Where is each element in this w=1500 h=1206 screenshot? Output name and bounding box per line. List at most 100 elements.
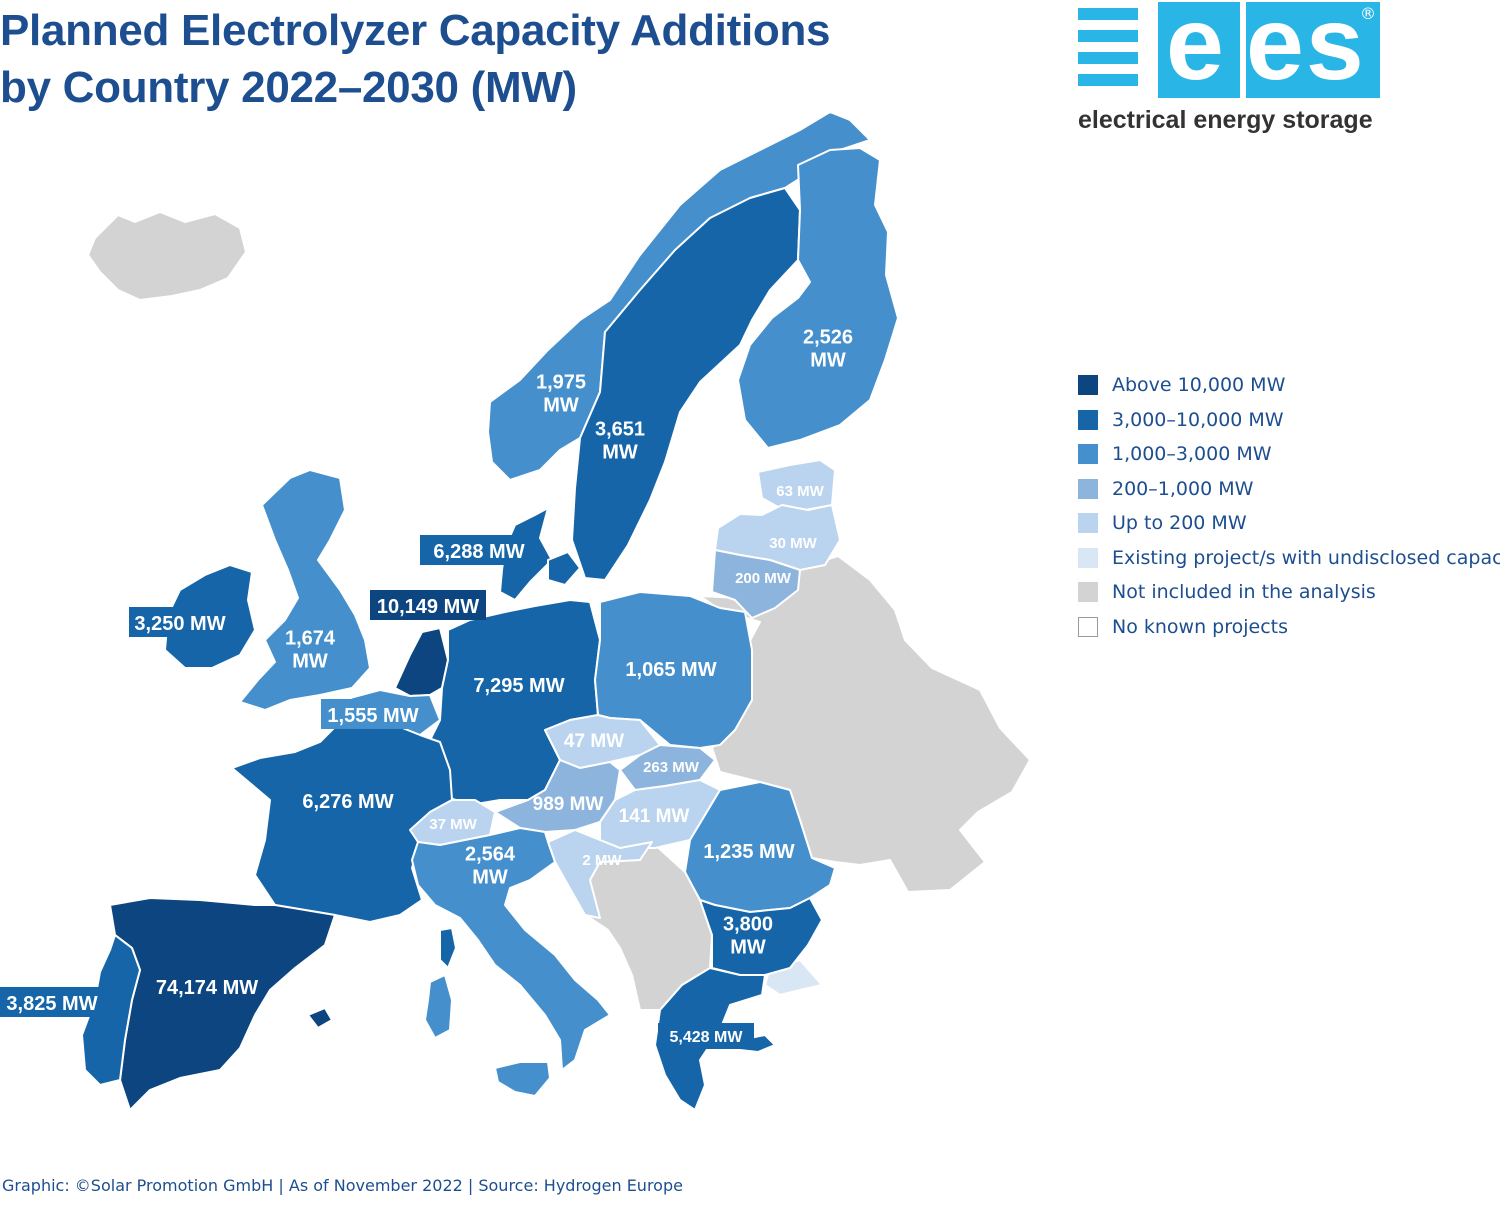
- austria-label-text: 989 MW: [533, 794, 604, 815]
- latvia-label-text: 30 MW: [769, 535, 817, 552]
- source-footer: Graphic: ©Solar Promotion GmbH | As of N…: [2, 1176, 683, 1195]
- denmark-islands-region: [547, 551, 581, 586]
- uk-label-text: 1,674: [285, 628, 336, 650]
- netherlands-label: 10,149 MW: [370, 590, 486, 620]
- bulgaria-label-text: 3,800: [723, 914, 773, 936]
- legend-item-200-1000: 200–1,000 MW: [1078, 472, 1500, 507]
- netherlands-label-text: 10,149 MW: [377, 596, 479, 618]
- legend-swatch: [1078, 547, 1098, 568]
- bulgaria-label-text: MW: [730, 937, 766, 959]
- portugal-label: 3,825 MW: [0, 987, 104, 1017]
- spain-label-text: 74,174 MW: [156, 977, 258, 999]
- france-label: 6,276 MW: [302, 791, 393, 813]
- finland-region: [737, 147, 899, 449]
- germany-label: 7,295 MW: [473, 675, 564, 697]
- ees-logo: e es ® electrical energy storage: [1078, 0, 1380, 134]
- balearic-region: [307, 1007, 333, 1029]
- sicily-region: [494, 1061, 551, 1097]
- germany-label-text: 7,295 MW: [473, 675, 564, 697]
- legend-item-above-10000: Above 10,000 MW: [1078, 368, 1500, 403]
- legend-label: 200–1,000 MW: [1112, 477, 1254, 500]
- legend: Above 10,000 MW 3,000–10,000 MW 1,000–3,…: [1078, 368, 1500, 644]
- denmark-label: 6,288 MW: [420, 535, 538, 565]
- legend-item-up-to-200: Up to 200 MW: [1078, 506, 1500, 541]
- legend-item-existing-undisclosed: Existing project/s with undisclosed capa…: [1078, 541, 1500, 576]
- logo-brand-e: e: [1166, 0, 1224, 102]
- ireland-label-box: [129, 607, 231, 637]
- uk-label-text: MW: [292, 651, 328, 673]
- belgium-label-box: [321, 699, 425, 729]
- austria-label: 989 MW: [533, 794, 604, 815]
- romania-region: [684, 781, 836, 913]
- greece-label-text: 5,428 MW: [670, 1029, 744, 1046]
- legend-swatch: [1078, 582, 1098, 603]
- belgium-label: 1,555 MW: [321, 699, 425, 729]
- legend-label: Not included in the analysis: [1112, 581, 1376, 604]
- lithuania-label: 200 MW: [735, 570, 792, 587]
- corsica-region: [439, 927, 457, 969]
- poland-label: 1,065 MW: [625, 659, 716, 681]
- ireland-label-text: 3,250 MW: [134, 613, 225, 635]
- italy-region: [411, 827, 611, 1071]
- legend-item-3000-10000: 3,000–10,000 MW: [1078, 403, 1500, 438]
- portugal-label-text: 3,825 MW: [6, 993, 97, 1015]
- norway-label-text: MW: [543, 395, 579, 417]
- poland-region: [594, 591, 753, 749]
- netherlands-label-box: [370, 590, 486, 620]
- denmark-label-text: 6,288 MW: [433, 541, 524, 563]
- legend-swatch: [1078, 375, 1098, 396]
- legend-label: Above 10,000 MW: [1112, 374, 1286, 397]
- lithuania-region: [711, 549, 801, 619]
- romania-label: 1,235 MW: [703, 841, 794, 863]
- slovakia-label: 263 MW: [643, 759, 700, 776]
- sweden-label-text: MW: [602, 442, 638, 464]
- switzerland-label: 37 MW: [429, 816, 477, 833]
- legend-item-1000-3000: 1,000–3,000 MW: [1078, 437, 1500, 472]
- sardinia-region: [424, 974, 453, 1039]
- legend-swatch: [1078, 409, 1098, 430]
- legend-label: Up to 200 MW: [1112, 512, 1247, 535]
- czechia-label-text: 47 MW: [564, 731, 624, 752]
- iceland-region: [87, 211, 247, 301]
- logo-registered-mark: ®: [1360, 4, 1376, 23]
- chart-title-line-2: by Country 2022–2030 (MW): [0, 63, 577, 112]
- chart-title: Planned Electrolyzer Capacity Additions …: [0, 2, 900, 116]
- france-label-text: 6,276 MW: [302, 791, 393, 813]
- hungary-label-text: 141 MW: [619, 806, 690, 827]
- legend-swatch: [1078, 616, 1098, 637]
- switzerland-label-text: 37 MW: [429, 816, 477, 833]
- logo-bars-icon: [1078, 2, 1158, 98]
- ireland-label: 3,250 MW: [129, 607, 231, 637]
- finland-label-text: MW: [810, 350, 846, 372]
- croatia-region: [547, 829, 653, 919]
- denmark-label-box: [420, 535, 538, 565]
- finland-label-text: 2,526: [803, 327, 853, 349]
- legend-item-not-included: Not included in the analysis: [1078, 575, 1500, 610]
- belgium-label-text: 1,555 MW: [327, 705, 418, 727]
- lithuania-label-text: 200 MW: [735, 570, 792, 587]
- italy-label-text: MW: [472, 867, 508, 889]
- legend-swatch: [1078, 444, 1098, 465]
- portugal-label-box: [0, 987, 104, 1017]
- norway-label-text: 1,975: [536, 372, 586, 394]
- legend-swatch: [1078, 478, 1098, 499]
- sweden-region: [571, 187, 801, 581]
- croatia-label-text: 2 MW: [582, 852, 622, 869]
- hungary-label: 141 MW: [619, 806, 690, 827]
- legend-label: No known projects: [1112, 615, 1289, 638]
- legend-swatch: [1078, 513, 1098, 534]
- italy-label-text: 2,564: [465, 844, 516, 866]
- legend-label: 3,000–10,000 MW: [1112, 408, 1284, 431]
- logo-brand-es: es: [1246, 0, 1366, 102]
- legend-item-no-projects: No known projects: [1078, 610, 1500, 645]
- romania-label-text: 1,235 MW: [703, 841, 794, 863]
- legend-label: 1,000–3,000 MW: [1112, 443, 1272, 466]
- spain-label: 74,174 MW: [156, 977, 258, 999]
- sweden-label-text: 3,651: [595, 419, 645, 441]
